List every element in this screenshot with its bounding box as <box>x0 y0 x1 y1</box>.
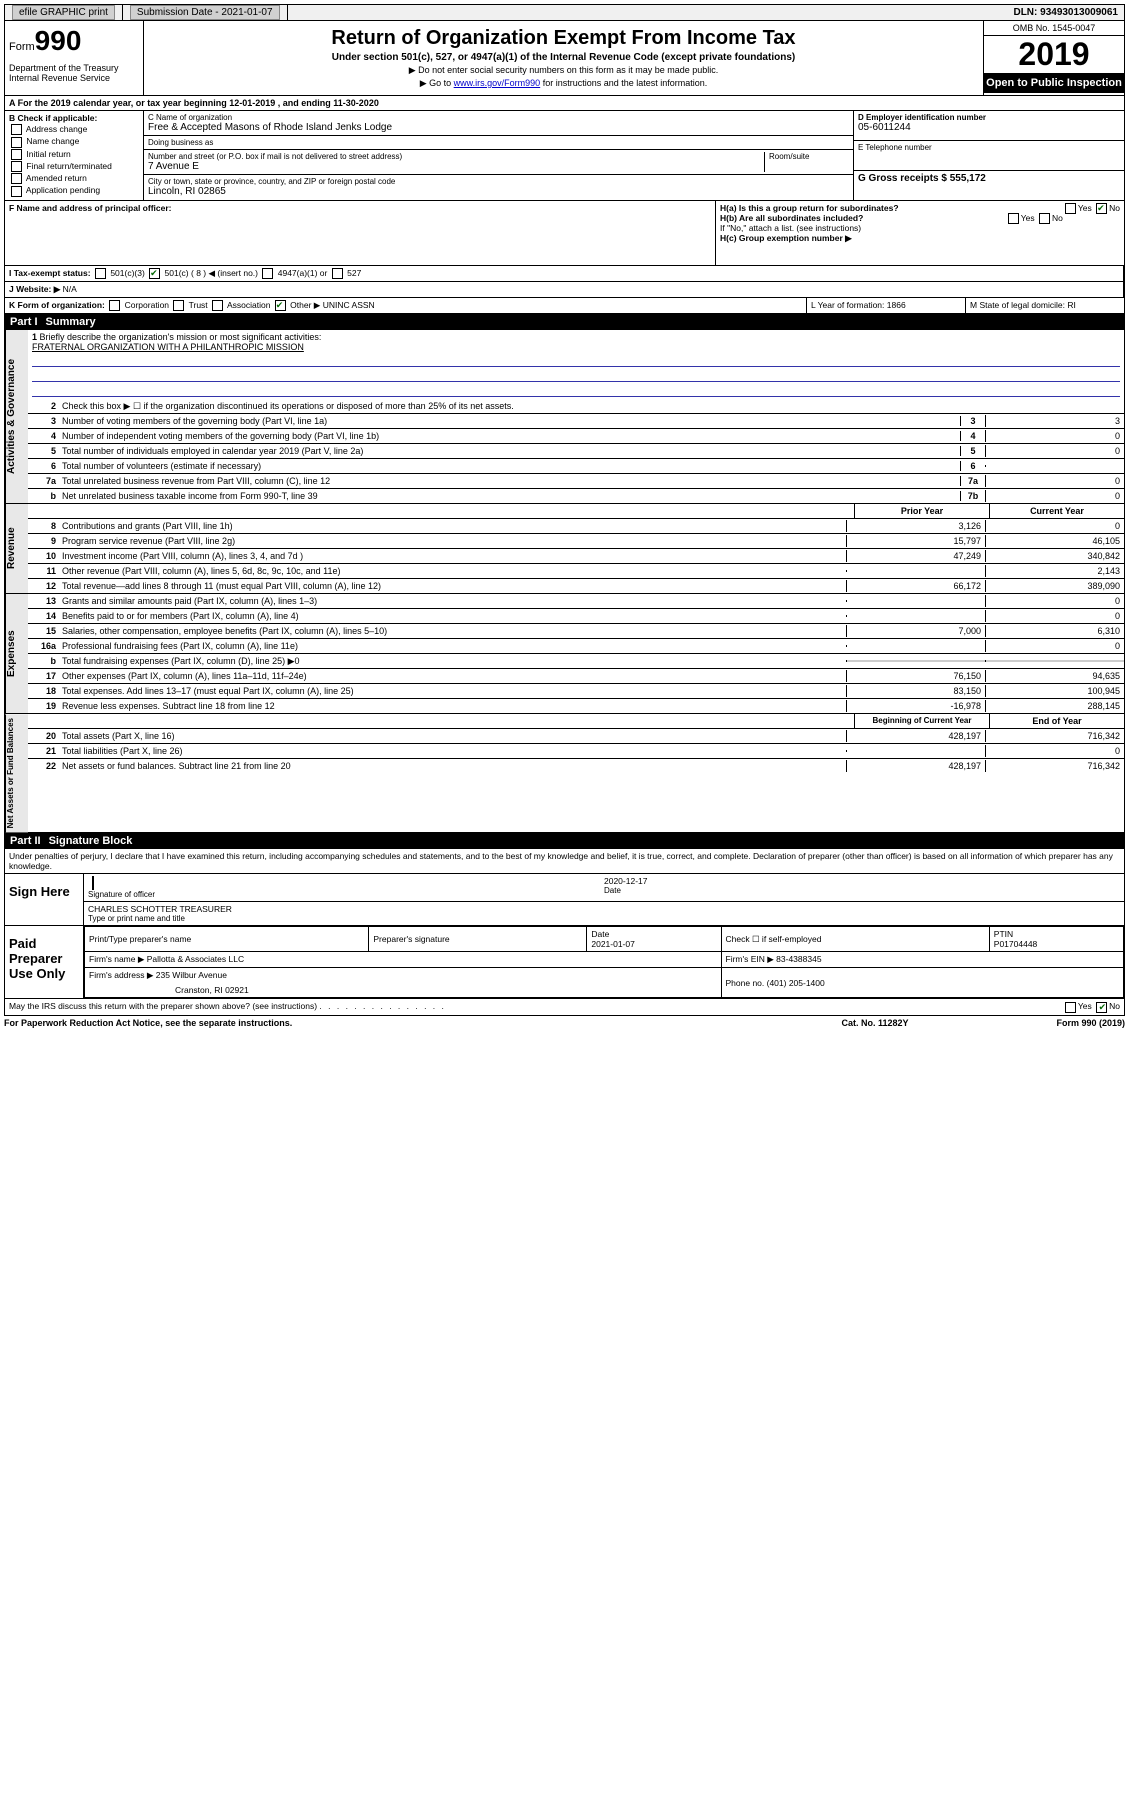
tax-year: 2019 <box>984 36 1124 73</box>
summary-row: 4Number of independent voting members of… <box>28 429 1124 444</box>
summary-row: 16aProfessional fundraising fees (Part I… <box>28 639 1124 654</box>
sign-here-label: Sign Here <box>5 874 84 925</box>
summary-row: 6Total number of volunteers (estimate if… <box>28 459 1124 474</box>
dln-text: DLN: 93493013009061 <box>1007 5 1124 20</box>
summary-row: 5Total number of individuals employed in… <box>28 444 1124 459</box>
preparer-table: Print/Type preparer's name Preparer's si… <box>84 926 1124 998</box>
part1-header: Part I Summary <box>4 314 1125 330</box>
summary-row: 9Program service revenue (Part VIII, lin… <box>28 534 1124 549</box>
expenses-section: Expenses 13Grants and similar amounts pa… <box>4 594 1125 714</box>
firm-name: Pallotta & Associates LLC <box>147 954 244 964</box>
revenue-section: Revenue Prior Year Current Year 8Contrib… <box>4 504 1125 594</box>
summary-row: 17Other expenses (Part IX, column (A), l… <box>28 669 1124 684</box>
signature-section: Under penalties of perjury, I declare th… <box>4 849 1125 1015</box>
ptin: P01704448 <box>994 939 1038 949</box>
omb-number: OMB No. 1545-0047 <box>984 21 1124 36</box>
firm-ein: 83-4388345 <box>776 954 821 964</box>
section-fh: F Name and address of principal officer:… <box>4 201 1125 266</box>
summary-row: 2Check this box ▶ ☐ if the organization … <box>28 399 1124 414</box>
section-j: J Website: ▶ N/A <box>4 282 1125 298</box>
summary-row: 8Contributions and grants (Part VIII, li… <box>28 519 1124 534</box>
org-name: Free & Accepted Masons of Rhode Island J… <box>148 122 849 133</box>
summary-row: 11Other revenue (Part VIII, column (A), … <box>28 564 1124 579</box>
form990-link[interactable]: www.irs.gov/Form990 <box>454 78 541 88</box>
summary-row: 12Total revenue—add lines 8 through 11 (… <box>28 579 1124 593</box>
summary-row: 3Number of voting members of the governi… <box>28 414 1124 429</box>
preparer-label: Paid Preparer Use Only <box>5 926 84 998</box>
year-formation: L Year of formation: 1866 <box>806 298 965 313</box>
summary-row: bTotal fundraising expenses (Part IX, co… <box>28 654 1124 669</box>
row-a-taxyear: A For the 2019 calendar year, or tax yea… <box>4 96 1125 111</box>
section-bcde: B Check if applicable: Address change Na… <box>4 111 1125 201</box>
section-c: C Name of organization Free & Accepted M… <box>144 111 853 200</box>
submission-date-button[interactable]: Submission Date - 2021-01-07 <box>130 5 280 20</box>
section-i: I Tax-exempt status: 501(c)(3) 501(c) ( … <box>4 266 1125 282</box>
summary-row: 19Revenue less expenses. Subtract line 1… <box>28 699 1124 713</box>
section-k: K Form of organization: Corporation Trus… <box>4 298 1125 314</box>
dept-text: Department of the Treasury Internal Reve… <box>9 63 139 83</box>
part2-header: Part II Signature Block <box>4 833 1125 849</box>
footer: For Paperwork Reduction Act Notice, see … <box>4 1016 1125 1030</box>
state-domicile: M State of legal domicile: RI <box>965 298 1124 313</box>
summary-row: 21Total liabilities (Part X, line 26)0 <box>28 744 1124 759</box>
balances-section: Net Assets or Fund Balances Beginning of… <box>4 714 1125 833</box>
note-link: ▶ Go to www.irs.gov/Form990 for instruct… <box>148 78 979 89</box>
note-ssn: ▶ Do not enter social security numbers o… <box>148 65 979 76</box>
city: Lincoln, RI 02865 <box>148 186 849 197</box>
sign-date: 2020-12-17 <box>604 876 1120 886</box>
section-b: B Check if applicable: Address change Na… <box>5 111 144 200</box>
form-header: Form990 Department of the Treasury Inter… <box>4 21 1125 96</box>
street: 7 Avenue E <box>148 161 764 172</box>
section-de: D Employer identification number 05-6011… <box>853 111 1124 200</box>
summary-row: 15Salaries, other compensation, employee… <box>28 624 1124 639</box>
top-bar: efile GRAPHIC print Submission Date - 20… <box>4 4 1125 21</box>
summary-row: 7aTotal unrelated business revenue from … <box>28 474 1124 489</box>
ein: 05-6011244 <box>858 122 1120 133</box>
summary-row: bNet unrelated business taxable income f… <box>28 489 1124 503</box>
form-subtitle: Under section 501(c), 527, or 4947(a)(1)… <box>148 52 979 63</box>
governance-section: Activities & Governance 1 Briefly descri… <box>4 330 1125 504</box>
efile-button[interactable]: efile GRAPHIC print <box>12 5 115 20</box>
firm-address: 235 Wilbur Avenue <box>156 970 227 980</box>
form-number: Form990 <box>9 25 139 57</box>
inspection-badge: Open to Public Inspection <box>984 73 1124 93</box>
firm-phone: Phone no. (401) 205-1400 <box>721 968 1124 998</box>
summary-row: 22Net assets or fund balances. Subtract … <box>28 759 1124 773</box>
summary-row: 13Grants and similar amounts paid (Part … <box>28 594 1124 609</box>
summary-row: 14Benefits paid to or for members (Part … <box>28 609 1124 624</box>
form-title: Return of Organization Exempt From Incom… <box>148 27 979 50</box>
mission-text: FRATERNAL ORGANIZATION WITH A PHILANTHRO… <box>32 342 304 352</box>
summary-row: 18Total expenses. Add lines 13–17 (must … <box>28 684 1124 699</box>
officer-name: CHARLES SCHOTTER TREASURER <box>88 904 1120 914</box>
summary-row: 10Investment income (Part VIII, column (… <box>28 549 1124 564</box>
summary-row: 20Total assets (Part X, line 16)428,1977… <box>28 729 1124 744</box>
